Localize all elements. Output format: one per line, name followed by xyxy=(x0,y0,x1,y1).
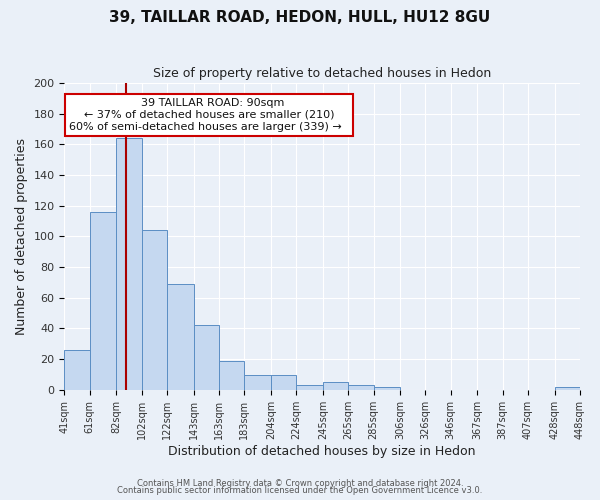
Bar xyxy=(116,138,142,390)
Bar xyxy=(296,385,323,390)
Bar xyxy=(348,385,374,390)
Bar xyxy=(90,212,116,390)
Text: 39, TAILLAR ROAD, HEDON, HULL, HU12 8GU: 39, TAILLAR ROAD, HEDON, HULL, HU12 8GU xyxy=(109,10,491,25)
Bar xyxy=(142,230,167,390)
Bar xyxy=(167,284,194,390)
Text: Contains public sector information licensed under the Open Government Licence v3: Contains public sector information licen… xyxy=(118,486,482,495)
Y-axis label: Number of detached properties: Number of detached properties xyxy=(15,138,28,335)
Bar xyxy=(271,374,296,390)
X-axis label: Distribution of detached houses by size in Hedon: Distribution of detached houses by size … xyxy=(169,444,476,458)
Bar xyxy=(64,350,90,390)
Text: 39 TAILLAR ROAD: 90sqm
← 37% of detached houses are smaller (210)
60% of semi-de: 39 TAILLAR ROAD: 90sqm ← 37% of detached… xyxy=(69,98,349,132)
Bar xyxy=(219,360,244,390)
Bar xyxy=(194,326,219,390)
Text: Contains HM Land Registry data © Crown copyright and database right 2024.: Contains HM Land Registry data © Crown c… xyxy=(137,478,463,488)
Title: Size of property relative to detached houses in Hedon: Size of property relative to detached ho… xyxy=(153,68,491,80)
Bar xyxy=(554,387,580,390)
Bar xyxy=(323,382,348,390)
Bar xyxy=(244,374,271,390)
Bar xyxy=(374,387,400,390)
